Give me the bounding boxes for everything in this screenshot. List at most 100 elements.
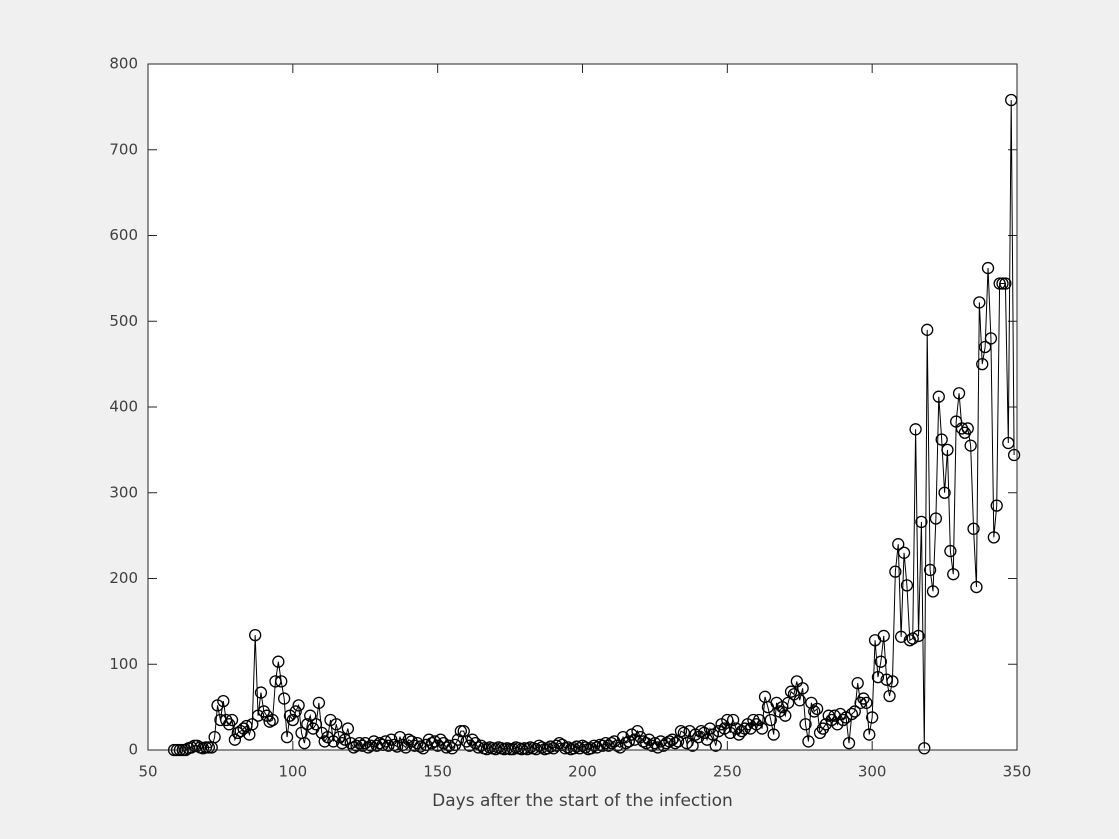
data-marker <box>474 739 488 752</box>
data-marker <box>918 742 931 755</box>
data-marker <box>883 689 896 703</box>
data-marker <box>987 531 1000 544</box>
data-marker <box>909 423 922 436</box>
data-marker <box>906 632 919 645</box>
data-marker <box>298 736 311 750</box>
data-marker <box>330 718 343 731</box>
data-marker <box>889 565 902 578</box>
data-marker <box>932 390 945 403</box>
data-marker <box>848 705 861 718</box>
data-marker <box>208 730 221 744</box>
data-marker <box>866 711 879 724</box>
y-tick-label: 800 <box>109 55 138 73</box>
data-marker <box>935 433 948 446</box>
data-marker <box>964 439 977 452</box>
data-marker <box>254 686 268 699</box>
data-marker <box>454 724 467 738</box>
x-tick-label: 350 <box>1003 763 1032 781</box>
data-marker <box>292 699 305 712</box>
data-marker <box>976 357 989 371</box>
data-marker <box>440 741 453 754</box>
data-marker <box>240 719 253 733</box>
x-tick-label: 300 <box>858 763 887 781</box>
data-marker <box>779 709 792 722</box>
y-tick-label: 100 <box>109 655 138 673</box>
x-tick-label: 250 <box>713 763 742 781</box>
data-marker <box>952 387 966 400</box>
y-tick-label: 400 <box>109 398 138 416</box>
y-tick-label: 600 <box>109 226 138 244</box>
data-marker <box>335 736 349 750</box>
data-marker <box>541 742 554 755</box>
x-axis-label: Days after the start of the infection <box>432 791 733 811</box>
data-marker <box>570 740 583 753</box>
data-marker <box>726 713 740 727</box>
data-marker <box>912 629 925 643</box>
data-marker <box>275 675 288 688</box>
data-marker <box>304 709 317 722</box>
data-marker <box>984 332 998 345</box>
data-marker <box>793 694 806 707</box>
data-marker <box>709 739 722 752</box>
data-marker <box>266 713 279 727</box>
data-marker <box>674 724 688 738</box>
data-marker <box>877 629 890 643</box>
data-marker <box>272 655 285 668</box>
data-marker <box>993 277 1006 290</box>
data-marker <box>892 538 905 551</box>
x-tick-label: 100 <box>279 763 308 781</box>
data-marker <box>521 742 534 756</box>
data-marker <box>978 340 992 354</box>
data-marker <box>973 296 986 309</box>
y-tick-label: 500 <box>109 312 138 330</box>
data-marker <box>944 544 957 558</box>
data-marker <box>784 685 798 698</box>
data-marker <box>393 730 407 744</box>
data-marker <box>249 628 262 642</box>
data-marker <box>341 722 355 735</box>
plot-area <box>148 64 1017 750</box>
data-marker <box>263 715 276 728</box>
data-marker <box>191 739 204 752</box>
data-marker <box>246 718 259 731</box>
data-marker <box>666 733 679 746</box>
data-marker <box>382 739 395 752</box>
data-marker <box>628 733 641 746</box>
data-marker <box>663 735 676 748</box>
data-marker <box>999 277 1012 290</box>
data-marker <box>689 728 702 741</box>
data-marker <box>996 277 1009 290</box>
data-marker <box>706 728 719 741</box>
data-marker <box>981 261 995 275</box>
data-marker <box>729 722 743 735</box>
data-marker <box>842 736 856 750</box>
data-marker <box>990 499 1003 512</box>
data-marker <box>289 705 302 718</box>
data-marker <box>680 736 693 750</box>
data-marker <box>871 670 885 684</box>
x-tick-label: 200 <box>568 763 597 781</box>
data-marker <box>228 733 242 746</box>
data-marker <box>619 736 633 750</box>
data-marker <box>309 718 323 731</box>
data-marker <box>686 739 699 752</box>
y-tick-label: 200 <box>109 569 138 587</box>
data-marker <box>640 736 653 750</box>
data-marker <box>961 422 974 435</box>
data-marker <box>860 696 873 709</box>
data-marker <box>695 724 708 738</box>
data-marker <box>1007 448 1021 462</box>
y-tick-label: 300 <box>109 483 138 501</box>
data-marker <box>199 741 213 754</box>
data-marker <box>703 722 717 735</box>
data-marker <box>202 741 215 754</box>
data-marker <box>839 711 853 724</box>
y-tick-label: 700 <box>109 140 138 158</box>
data-marker <box>286 713 299 727</box>
data-marker <box>755 722 769 735</box>
x-tick-label: 150 <box>423 763 452 781</box>
data-marker <box>764 713 777 727</box>
data-marker <box>356 739 369 752</box>
data-marker <box>941 443 954 457</box>
